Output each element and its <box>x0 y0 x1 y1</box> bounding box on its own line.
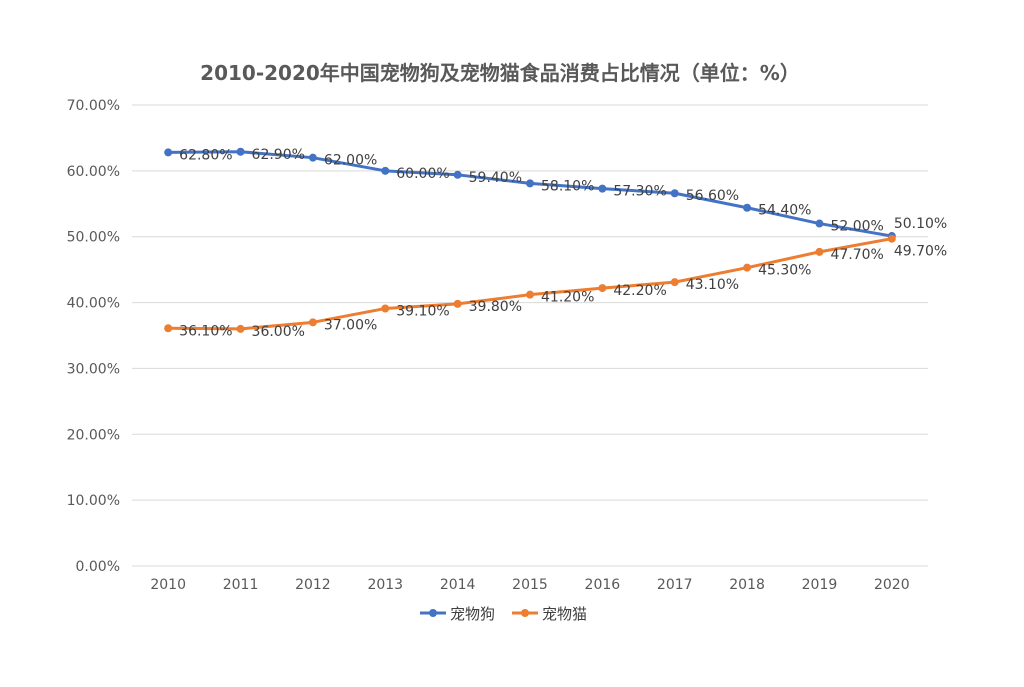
legend-marker <box>521 609 529 617</box>
x-axis: 2010 2011 2012 2013 2014 2015 2016 2017 2018 2019… <box>150 577 909 593</box>
data-label: 36.00% <box>252 324 305 340</box>
y-tick-label: 60.00% <box>67 164 120 180</box>
data-label: 54.40% <box>758 203 811 219</box>
data-label: 39.10% <box>396 303 449 319</box>
x-tick-label: 2013 <box>367 577 403 593</box>
data-point <box>453 299 462 308</box>
series-line <box>168 150 893 238</box>
data-point <box>526 290 534 299</box>
y-tick-label: 20.00% <box>67 427 120 443</box>
data-point <box>381 304 390 313</box>
data-label: 62.90% <box>252 147 305 163</box>
data-point <box>381 166 390 175</box>
data-point <box>815 247 824 256</box>
x-tick-label: 2020 <box>874 577 910 593</box>
x-tick-label: 2017 <box>657 577 693 593</box>
data-point <box>236 324 245 333</box>
data-point <box>308 153 317 162</box>
data-point <box>453 170 462 179</box>
data-labels: 62.80% 62.90% 62.00% 60.00% 59.40% 58.10% 57.3… <box>179 147 947 340</box>
series-lines <box>164 147 896 333</box>
y-tick-label: 10.00% <box>67 493 120 509</box>
x-tick-label: 2014 <box>440 577 476 593</box>
data-label: 42.20% <box>613 283 666 299</box>
data-point <box>670 189 679 198</box>
data-point <box>164 148 173 157</box>
data-point <box>743 263 752 272</box>
series-line <box>168 237 893 331</box>
data-label: 59.40% <box>469 170 522 186</box>
data-point <box>236 147 245 156</box>
data-label: 58.10% <box>541 178 594 194</box>
x-tick-label: 2015 <box>512 577 548 593</box>
y-tick-label: 0.00% <box>76 559 120 575</box>
data-label: 56.60% <box>686 188 739 204</box>
data-label: 60.00% <box>396 166 449 182</box>
data-point <box>670 278 679 287</box>
chart-title: 2010-2020年中国宠物狗及宠物猫食品消费占比情况（单位：%） <box>200 61 800 85</box>
legend-label: 宠物狗 <box>450 605 495 623</box>
data-label: 57.30% <box>613 184 666 200</box>
data-label: 45.30% <box>758 263 811 279</box>
data-point <box>308 318 317 327</box>
data-point <box>887 234 896 243</box>
data-point <box>598 184 607 193</box>
y-axis: 0.00% 10.00% 20.00% 30.00% 40.00% 50.00% 60.00… <box>67 98 120 575</box>
legend-label: 宠物猫 <box>542 605 587 623</box>
data-label: 37.00% <box>324 317 377 333</box>
y-tick-label: 40.00% <box>67 296 120 312</box>
data-label: 62.80% <box>179 147 232 163</box>
x-tick-label: 2018 <box>729 577 765 593</box>
data-point <box>164 324 173 333</box>
data-label: 47.70% <box>830 247 883 263</box>
legend-marker <box>429 609 437 617</box>
y-tick-label: 50.00% <box>67 230 120 246</box>
gridlines <box>132 104 928 567</box>
x-tick-label: 2010 <box>150 577 186 593</box>
data-label: 50.10% <box>894 216 947 232</box>
y-tick-label: 70.00% <box>67 98 120 114</box>
x-tick-label: 2016 <box>585 577 621 593</box>
x-tick-label: 2019 <box>802 577 838 593</box>
data-point <box>598 284 607 293</box>
data-label: 41.20% <box>541 290 594 306</box>
data-label: 62.00% <box>324 153 377 169</box>
y-tick-label: 30.00% <box>67 361 120 377</box>
legend: 宠物狗 宠物猫 <box>420 605 587 623</box>
data-label: 36.10% <box>179 323 232 339</box>
data-label: 39.80% <box>469 299 522 315</box>
data-point <box>526 179 534 188</box>
data-point <box>743 203 752 212</box>
data-label: 43.10% <box>686 277 739 293</box>
data-point <box>815 219 824 228</box>
x-tick-label: 2011 <box>223 577 259 593</box>
data-label: 52.00% <box>830 219 883 235</box>
x-tick-label: 2012 <box>295 577 331 593</box>
data-label: 49.70% <box>894 244 947 260</box>
